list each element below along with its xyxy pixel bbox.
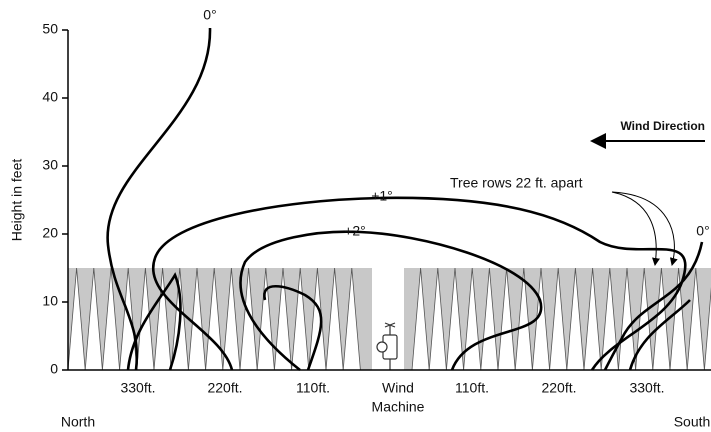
curve-0-left-lower — [126, 272, 182, 371]
x-label: 110ft. — [455, 380, 489, 396]
tree-arrow — [611, 191, 660, 266]
curve-label: +1° — [371, 188, 393, 204]
wind-direction-label: Wind Direction — [620, 119, 705, 133]
curve-0-left — [106, 27, 212, 371]
curve-label: 0° — [203, 7, 216, 23]
tree-rows-label: Tree rows 22 ft. apart — [450, 175, 583, 191]
wind-machine-icon — [376, 322, 398, 370]
x-label: 110ft. — [296, 380, 330, 396]
x-label: 330ft. — [629, 380, 664, 396]
y-tick-label: 20 — [42, 225, 58, 241]
curve-plus2 — [239, 230, 543, 372]
curve-0-right — [603, 241, 704, 371]
south-label: South — [674, 414, 711, 430]
x-label: 220ft. — [207, 380, 242, 396]
y-tick-label: 10 — [42, 293, 58, 309]
curve-label: +2° — [344, 223, 366, 239]
y-tick-label: 30 — [42, 157, 58, 173]
tree — [703, 286, 711, 371]
y-tick-label: 40 — [42, 89, 58, 105]
curve-0-right-lower — [628, 299, 691, 371]
tree-arrow — [611, 191, 678, 266]
wind-machine-label: Wind — [382, 380, 414, 396]
tree-rows — [67, 267, 711, 371]
x-label: 220ft. — [541, 380, 576, 396]
x-label: 330ft. — [120, 380, 155, 396]
y-axis-label: Height in feet — [9, 159, 25, 242]
north-label: North — [61, 414, 95, 430]
curve-label: 0° — [696, 223, 709, 239]
y-tick-label: 0 — [50, 361, 58, 377]
curve-plus2-loop — [263, 285, 323, 371]
y-tick-label: 50 — [42, 21, 58, 37]
wind-machine-label: Machine — [372, 399, 425, 415]
